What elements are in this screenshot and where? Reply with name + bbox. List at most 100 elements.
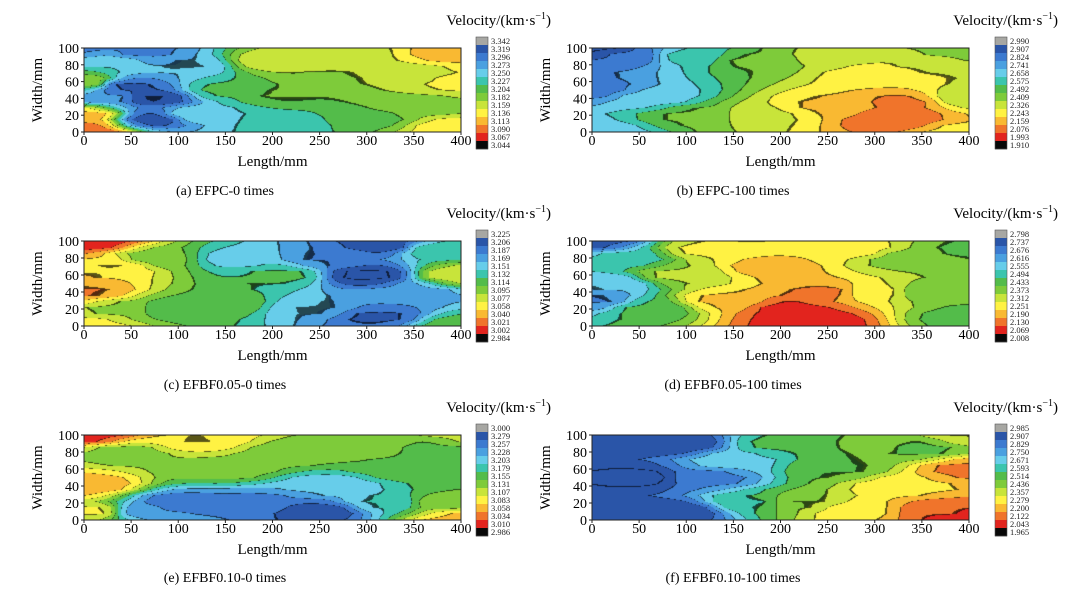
y-tick-label: 100 bbox=[566, 235, 587, 250]
colorbar-label: 3.225 bbox=[491, 229, 510, 239]
panel-f: 0 50 100 150 200 250 300 350 400020406080100Leng… bbox=[538, 398, 1058, 586]
colorbar-swatch bbox=[476, 456, 488, 465]
colorbar-label: 3.090 bbox=[491, 124, 510, 134]
x-tick-label: 100 bbox=[168, 522, 189, 537]
colorbar-swatch bbox=[995, 480, 1007, 489]
colorbar-swatch bbox=[995, 496, 1007, 505]
colorbar-swatch bbox=[995, 294, 1007, 303]
colorbar-label: 2.555 bbox=[1010, 261, 1029, 271]
colorbar-frame bbox=[475, 229, 489, 343]
colorbar-swatch bbox=[476, 69, 488, 78]
colorbar-swatch bbox=[995, 512, 1007, 521]
colorbar-swatch bbox=[995, 488, 1007, 497]
x-axis-label: Length/mm bbox=[746, 154, 816, 170]
legend-title: Velocity/(km·s−1) bbox=[446, 204, 551, 222]
colorbar-swatch bbox=[476, 109, 488, 118]
colorbar-swatch bbox=[476, 318, 488, 327]
colorbar-label: 2.159 bbox=[1010, 116, 1029, 126]
x-tick-label: 300 bbox=[356, 328, 377, 343]
y-tick-label: 0 bbox=[72, 320, 79, 335]
legend-title: Velocity/(km·s−1) bbox=[953, 204, 1058, 222]
colorbar-label: 2.986 bbox=[491, 527, 510, 537]
colorbar-swatch bbox=[476, 61, 488, 70]
colorbar-label: 2.312 bbox=[1010, 293, 1029, 303]
x-tick-label: 150 bbox=[215, 134, 236, 149]
colorbar-swatch bbox=[995, 472, 1007, 481]
colorbar-label: 3.040 bbox=[491, 309, 510, 319]
x-tick-label: 250 bbox=[817, 328, 838, 343]
panel-caption: (a) EFPC-0 times bbox=[176, 184, 274, 199]
colorbar-label: 3.206 bbox=[491, 237, 510, 247]
colorbar-swatch bbox=[476, 278, 488, 287]
colorbar-swatch bbox=[995, 77, 1007, 86]
colorbar-label: 3.342 bbox=[491, 36, 510, 46]
colorbar-label: 1.993 bbox=[1010, 132, 1029, 142]
colorbar-label: 3.136 bbox=[491, 108, 510, 118]
x-axis-label: Length/mm bbox=[238, 154, 308, 170]
colorbar-frame bbox=[475, 423, 489, 537]
colorbar-label: 3.058 bbox=[491, 503, 510, 513]
y-tick-label: 40 bbox=[65, 92, 79, 107]
legend-title: Velocity/(km·s−1) bbox=[446, 11, 551, 29]
colorbar-swatch bbox=[995, 432, 1007, 441]
panel-c: 0 50 100 150 200 250 300 350 400020406080100Leng… bbox=[30, 204, 551, 393]
x-tick-label: 150 bbox=[215, 328, 236, 343]
colorbar-label: 3.228 bbox=[491, 447, 510, 457]
x-tick-label: 200 bbox=[262, 134, 283, 149]
colorbar-swatch bbox=[476, 480, 488, 489]
colorbar-label: 2.433 bbox=[1010, 277, 1029, 287]
colorbar-label: 2.741 bbox=[1010, 60, 1029, 70]
colorbar-label: 2.069 bbox=[1010, 325, 1029, 335]
x-axis-label: Length/mm bbox=[238, 542, 308, 558]
y-axis-label: Width/mm bbox=[538, 445, 554, 510]
colorbar-swatch bbox=[995, 528, 1007, 537]
colorbar-swatch bbox=[476, 286, 488, 295]
x-tick-label: 350 bbox=[403, 134, 424, 149]
colorbar-swatch bbox=[995, 37, 1007, 46]
colorbar-label: 2.616 bbox=[1010, 253, 1029, 263]
colorbar-label: 2.984 bbox=[491, 333, 511, 343]
colorbar-label: 3.107 bbox=[491, 487, 510, 497]
y-axis-label: Width/mm bbox=[538, 57, 554, 122]
colorbar-swatch bbox=[476, 496, 488, 505]
colorbar-frame bbox=[994, 229, 1008, 343]
x-tick-label: 0 bbox=[589, 134, 596, 149]
colorbar-label: 2.990 bbox=[1010, 36, 1029, 46]
colorbar-label: 2.076 bbox=[1010, 124, 1029, 134]
colorbar-label: 3.000 bbox=[491, 423, 510, 433]
colorbar-label: 3.002 bbox=[491, 325, 510, 335]
y-tick-label: 0 bbox=[72, 514, 79, 529]
colorbar-label: 2.658 bbox=[1010, 68, 1029, 78]
colorbar-swatch bbox=[476, 432, 488, 441]
y-tick-label: 80 bbox=[65, 59, 79, 74]
colorbar-swatch bbox=[476, 133, 488, 142]
panel-caption: (b) EFPC-100 times bbox=[677, 184, 790, 199]
colorbar-label: 2.357 bbox=[1010, 487, 1029, 497]
x-tick-label: 300 bbox=[356, 134, 377, 149]
y-tick-label: 60 bbox=[573, 269, 587, 284]
colorbar-swatch bbox=[476, 238, 488, 247]
x-tick-label: 300 bbox=[864, 522, 885, 537]
colorbar-label: 3.203 bbox=[491, 455, 510, 465]
y-tick-label: 0 bbox=[580, 126, 587, 141]
colorbar-swatch bbox=[995, 109, 1007, 118]
x-tick-label: 100 bbox=[168, 134, 189, 149]
colorbar-swatch bbox=[476, 93, 488, 102]
y-tick-label: 40 bbox=[573, 480, 587, 495]
colorbar-label: 3.155 bbox=[491, 471, 510, 481]
colorbar-swatch bbox=[995, 238, 1007, 247]
colorbar-swatch bbox=[476, 528, 488, 537]
colorbar-label: 1.965 bbox=[1010, 527, 1029, 537]
colorbar-label: 3.250 bbox=[491, 68, 510, 78]
colorbar-label: 3.179 bbox=[491, 463, 510, 473]
y-tick-label: 20 bbox=[65, 303, 79, 318]
y-tick-label: 80 bbox=[573, 252, 587, 267]
colorbar-swatch bbox=[476, 488, 488, 497]
panel-b: 0 50 100 150 200 250 300 350 400020406080100Leng… bbox=[538, 11, 1058, 199]
x-tick-label: 50 bbox=[632, 328, 646, 343]
panel-caption: (f) EFBF0.10-100 times bbox=[666, 571, 801, 586]
panel-caption: (e) EFBF0.10-0 times bbox=[164, 571, 287, 586]
y-tick-label: 40 bbox=[573, 92, 587, 107]
x-tick-label: 400 bbox=[959, 328, 980, 343]
